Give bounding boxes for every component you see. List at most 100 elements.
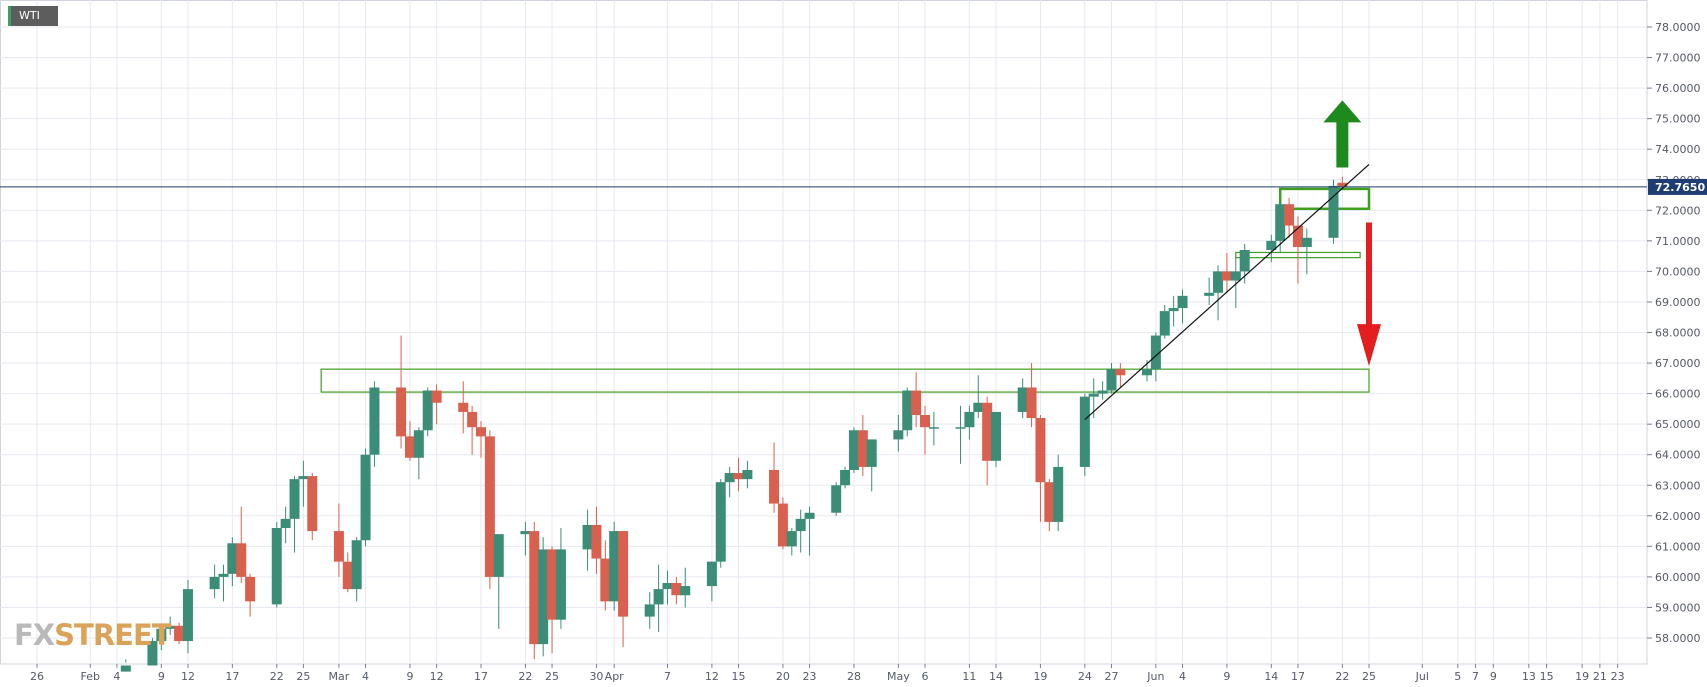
- last-price-tag: [1648, 178, 1707, 195]
- y-tick-label: 76.0000: [1655, 82, 1701, 95]
- x-tick-label: 19: [1033, 670, 1047, 683]
- bullish-candle: [742, 469, 753, 480]
- bullish-candle: [804, 512, 815, 519]
- last-price-label: 72.7650: [1655, 181, 1705, 194]
- bullish-candle: [1239, 250, 1250, 272]
- bearish-candle: [476, 427, 486, 437]
- bearish-candle: [1035, 418, 1046, 483]
- x-tick-label: 30: [589, 670, 603, 683]
- y-tick-label: 59.0000: [1655, 601, 1701, 614]
- bullish-candle: [209, 576, 220, 590]
- bullish-candle: [360, 454, 371, 541]
- bullish-candle: [147, 641, 158, 666]
- x-tick-label: 25: [1362, 670, 1376, 683]
- bullish-candle: [973, 402, 984, 412]
- bullish-candle: [182, 589, 193, 642]
- bullish-candle: [662, 583, 673, 590]
- bullish-candle: [644, 604, 655, 617]
- bullish-candle: [964, 411, 975, 428]
- bearish-candle: [333, 531, 344, 562]
- x-tick-label: May: [887, 670, 910, 683]
- bearish-candle: [671, 583, 682, 596]
- bullish-candle: [298, 476, 309, 480]
- bearish-candle: [982, 402, 993, 461]
- bearish-candle: [857, 430, 868, 467]
- bullish-candle: [609, 531, 620, 602]
- x-tick-label: 23: [803, 670, 817, 683]
- x-tick-label: 9: [1223, 670, 1230, 683]
- x-tick-label: 9: [1490, 670, 1497, 683]
- bullish-candle: [582, 524, 593, 550]
- x-tick-label: 5: [1454, 670, 1461, 683]
- bullish-candle: [1053, 466, 1064, 522]
- y-tick-label: 78.0000: [1655, 21, 1701, 34]
- bullish-candle: [218, 573, 229, 577]
- bullish-candle: [413, 430, 424, 458]
- x-tick-label: Jun: [1146, 670, 1164, 683]
- bullish-candle: [271, 528, 282, 605]
- bullish-candle: [1213, 271, 1224, 293]
- bullish-candle: [289, 479, 300, 519]
- x-tick-label: 14: [989, 670, 1003, 683]
- bearish-arrow: [1357, 222, 1381, 367]
- bearish-candle: [342, 561, 353, 590]
- bullish-candle: [1017, 387, 1028, 412]
- x-tick-label: 25: [545, 670, 559, 683]
- y-tick-label: 75.0000: [1655, 113, 1701, 126]
- watermark-part1: FX: [14, 618, 55, 652]
- y-tick-label: 70.0000: [1655, 265, 1701, 278]
- bearish-candle: [236, 543, 247, 577]
- y-tick-label: 77.0000: [1655, 52, 1701, 65]
- y-tick-label: 58.0000: [1655, 632, 1701, 645]
- breakout-box: [1278, 187, 1371, 211]
- bullish-candle: [227, 543, 238, 574]
- bearish-candle: [769, 469, 780, 504]
- x-tick-label: 4: [113, 670, 120, 683]
- x-tick-label: 12: [181, 670, 195, 683]
- y-tick-label: 67.0000: [1655, 357, 1701, 370]
- bullish-candle: [165, 625, 176, 629]
- x-tick-label: Mar: [329, 670, 350, 683]
- bullish-candle: [1168, 308, 1179, 312]
- bullish-candle: [848, 430, 859, 470]
- x-tick-label: 13: [1522, 670, 1536, 683]
- support-resistance-zone: [320, 368, 1370, 393]
- bullish-candle: [1328, 185, 1339, 238]
- fxstreet-watermark: FXSTREET: [14, 618, 172, 652]
- bearish-candle: [547, 549, 558, 620]
- bearish-candle: [591, 524, 602, 559]
- bullish-candle: [1230, 271, 1241, 281]
- bullish-candle: [1106, 369, 1117, 391]
- bullish-candle: [786, 531, 797, 547]
- rising-trendline: [1084, 164, 1370, 421]
- bullish-candle: [991, 411, 1002, 461]
- bullish-candle: [1142, 369, 1152, 376]
- bullish-candle: [520, 531, 531, 535]
- bullish-candle: [1088, 393, 1099, 397]
- bearish-candle: [920, 414, 930, 428]
- bullish-candle: [902, 390, 913, 431]
- bearish-candle: [1026, 387, 1037, 419]
- x-tick-label: 17: [225, 670, 239, 683]
- symbol-badge: WTI: [8, 6, 58, 26]
- x-tick-label: 22: [1335, 670, 1349, 683]
- bullish-candle: [724, 473, 735, 483]
- bullish-candle: [538, 549, 549, 645]
- bearish-candle: [733, 473, 744, 480]
- x-tick-label: Feb: [81, 670, 100, 683]
- x-tick-label: 17: [474, 670, 488, 683]
- bullish-candle: [893, 430, 904, 440]
- bullish-candle: [866, 439, 877, 467]
- bullish-candle: [1159, 311, 1170, 336]
- bearish-candle: [484, 436, 495, 577]
- bullish-candle: [795, 518, 806, 532]
- bullish-candle: [680, 586, 691, 596]
- x-tick-label: Jul: [1415, 670, 1429, 683]
- x-tick-label: 28: [847, 670, 861, 683]
- x-tick-label: 6: [922, 670, 929, 683]
- x-tick-label: 11: [962, 670, 976, 683]
- x-tick-label: 19: [1575, 670, 1589, 683]
- bullish-candle: [1177, 295, 1188, 309]
- bearish-candle: [911, 390, 922, 415]
